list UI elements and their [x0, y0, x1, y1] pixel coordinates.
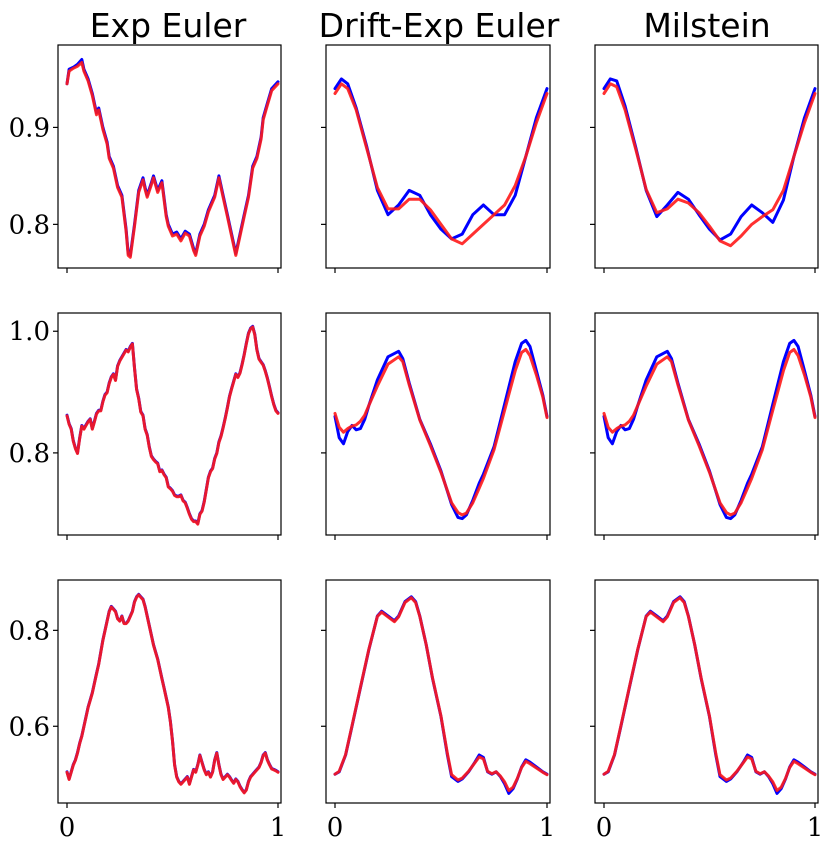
subplot-r1-c1: [321, 312, 551, 540]
subplot-r0-c2: [590, 44, 819, 273]
x-tick-label: 0: [327, 813, 344, 843]
subplot-r2-c0: 0 1 0.6 0.8: [9, 579, 287, 843]
series-line-red: [333, 348, 549, 517]
x-tick-label: 0: [59, 813, 76, 843]
column-title-drift-exp-euler: Drift-Exp Euler: [319, 6, 560, 45]
x-tick-label: 0: [596, 813, 613, 843]
axes-frame: [325, 312, 551, 536]
axes-frame: [594, 312, 819, 536]
series-line-blue: [602, 77, 817, 242]
axes-frame: [594, 579, 819, 804]
x-tick-label: 1: [807, 813, 824, 843]
subplot-r0-c1: [321, 44, 551, 273]
y-tick-label: 0.6: [9, 712, 50, 742]
subplot-panels: 0.80.90.81.00 10.60.80 1 0 1: [9, 44, 824, 843]
axes-frame: [57, 579, 282, 804]
axes-frame: [325, 44, 551, 269]
column-title-exp-euler: Exp Euler: [90, 6, 247, 45]
axes-frame: [57, 44, 282, 269]
series-line-red: [333, 596, 549, 792]
y-tick-label: 0.8: [9, 439, 50, 469]
series-line-red: [602, 348, 817, 517]
y-tick-label: 0.8: [9, 616, 50, 646]
axes-frame: [57, 312, 282, 536]
subplot-r1-c2: [590, 312, 819, 540]
series-line-red: [65, 593, 280, 795]
series-line-red: [65, 325, 280, 526]
series-line-blue: [602, 595, 817, 795]
x-tick-label: 1: [539, 813, 556, 843]
y-tick-label: 0.8: [9, 210, 50, 240]
series-line-blue: [65, 58, 280, 257]
series-line-red: [602, 596, 817, 792]
series-line-red: [333, 82, 549, 246]
axes-frame: [594, 44, 819, 269]
series-line-blue: [65, 592, 280, 794]
series-line-blue: [333, 595, 549, 795]
column-title-milstein: Milstein: [643, 6, 770, 45]
y-tick-label: 0.9: [9, 113, 50, 143]
x-tick-label: 1: [270, 813, 287, 843]
axes-frame: [325, 579, 551, 804]
subplot-r1-c0: 0.8 1.0: [9, 312, 282, 540]
series-line-red: [65, 61, 280, 259]
y-tick-label: 1.0: [9, 317, 50, 347]
series-line-red: [602, 82, 817, 248]
subplot-r0-c0: 0.8 0.9: [9, 44, 282, 273]
series-line-blue: [333, 77, 549, 241]
